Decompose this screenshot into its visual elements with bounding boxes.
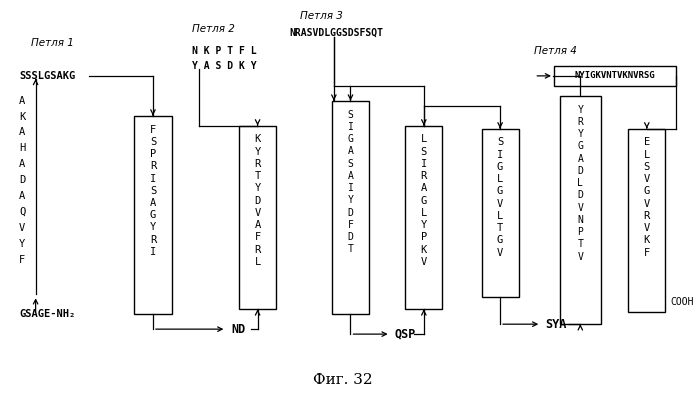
Text: A: A <box>19 127 25 137</box>
Text: S
I
G
L
G
V
L
T
G
V: S I G L G V L T G V <box>497 137 503 257</box>
Text: Y
R
Y
G
A
D
L
D
V
N
P
T
V: Y R Y G A D L D V N P T V <box>577 105 584 262</box>
Text: D: D <box>19 175 25 185</box>
Text: K
Y
R
T
Y
D
V
A
F
R
L: K Y R T Y D V A F R L <box>255 135 261 267</box>
Text: SYA: SYA <box>545 318 567 330</box>
Text: Петля 1: Петля 1 <box>31 38 73 48</box>
Text: L
S
I
R
A
G
L
Y
P
K
V: L S I R A G L Y P K V <box>421 135 427 267</box>
Text: ND: ND <box>231 323 246 336</box>
Text: Петля 2: Петля 2 <box>192 24 235 34</box>
Text: H: H <box>19 143 25 153</box>
Bar <box>628 129 665 312</box>
Text: GSAGE-NH₂: GSAGE-NH₂ <box>19 309 75 319</box>
Bar <box>135 115 172 314</box>
Text: NYIGKVNTVKNVRSG: NYIGKVNTVKNVRSG <box>574 71 655 80</box>
Text: A: A <box>19 96 25 106</box>
Text: NRASVDLGGSDSFSQT: NRASVDLGGSDSFSQT <box>290 28 384 38</box>
Text: A: A <box>19 191 25 201</box>
Text: F
S
P
R
I
S
A
G
Y
R
I: F S P R I S A G Y R I <box>150 124 156 257</box>
Text: COOH: COOH <box>670 297 694 307</box>
Text: F: F <box>19 255 25 265</box>
Bar <box>560 96 601 324</box>
Text: Y: Y <box>19 239 25 249</box>
Text: V: V <box>19 223 25 233</box>
Text: S
I
G
A
S
A
I
Y
D
F
D
T: S I G A S A I Y D F D T <box>348 110 353 254</box>
Text: Y A S D K Y: Y A S D K Y <box>192 61 257 71</box>
Text: Фиг. 32: Фиг. 32 <box>313 373 373 387</box>
Text: A: A <box>19 159 25 169</box>
Text: E
L
S
V
G
V
R
V
K
F: E L S V G V R V K F <box>644 137 650 257</box>
Text: K: K <box>19 112 25 122</box>
Text: Петля 4: Петля 4 <box>535 46 577 56</box>
Bar <box>554 66 676 86</box>
Bar <box>332 101 369 314</box>
Text: QSP: QSP <box>394 328 416 341</box>
Text: N K P T F L: N K P T F L <box>192 46 257 56</box>
Text: Q: Q <box>19 207 25 217</box>
Bar <box>482 129 519 297</box>
Text: SSSLGSAKG: SSSLGSAKG <box>19 71 75 81</box>
Bar <box>406 126 443 309</box>
Text: Петля 3: Петля 3 <box>299 11 343 21</box>
Bar <box>239 126 276 309</box>
